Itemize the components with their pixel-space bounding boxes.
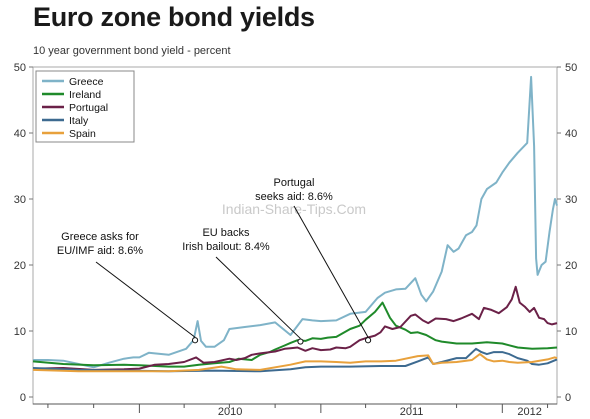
y-tick-label-right: 50 (565, 62, 577, 74)
legend-label-ireland: Ireland (69, 89, 101, 101)
y-tick-label-left: 10 (14, 326, 26, 338)
y-tick-label-left: 20 (14, 260, 26, 272)
legend-label-spain: Spain (69, 128, 96, 140)
y-tick-label-right: 0 (565, 392, 571, 404)
annotation-text: Irish bailout: 8.4% (182, 241, 270, 253)
x-tick-label: 2010 (218, 406, 242, 418)
annotation-marker (191, 337, 199, 344)
y-tick-label-right: 30 (565, 194, 577, 206)
y-tick-label-right: 10 (565, 326, 577, 338)
legend-label-italy: Italy (69, 115, 89, 127)
y-tick-label-left: 40 (14, 128, 26, 140)
annotation-leader (95, 261, 196, 338)
annotation-marker (364, 337, 372, 344)
series-line-ireland (32, 301, 558, 368)
chart-subtitle: 10 year government bond yield - percent (33, 45, 231, 57)
y-tick-label-right: 40 (565, 128, 577, 140)
annotation-text: EU backs (202, 227, 250, 239)
watermark-text: Indian-Share-Tips.Com (222, 201, 366, 217)
legend-label-portugal: Portugal (69, 102, 108, 114)
series-line-portugal (32, 285, 558, 371)
y-tick-label-left: 50 (14, 62, 26, 74)
series-line-spain (32, 353, 558, 373)
chart-title: Euro zone bond yields (33, 2, 315, 32)
annotation-text: EU/IMF aid: 8.6% (57, 245, 143, 257)
y-tick-label-left: 0 (20, 392, 26, 404)
legend-label-greece: Greece (69, 76, 104, 88)
annotation-leader (215, 256, 301, 339)
annotation-text: Greece asks for (61, 231, 139, 243)
annotation-leader (293, 205, 369, 338)
annotation-marker (297, 338, 304, 345)
x-tick-label: 2012 (517, 406, 541, 418)
y-tick-label-left: 30 (14, 194, 26, 206)
series-line-greece (33, 75, 558, 369)
series-line-italy (32, 347, 558, 373)
annotation-text: seeks aid: 8.6% (255, 191, 333, 203)
y-tick-label-right: 20 (565, 260, 577, 272)
annotation-text: Portugal (274, 177, 315, 189)
x-tick-label: 2011 (400, 406, 424, 418)
